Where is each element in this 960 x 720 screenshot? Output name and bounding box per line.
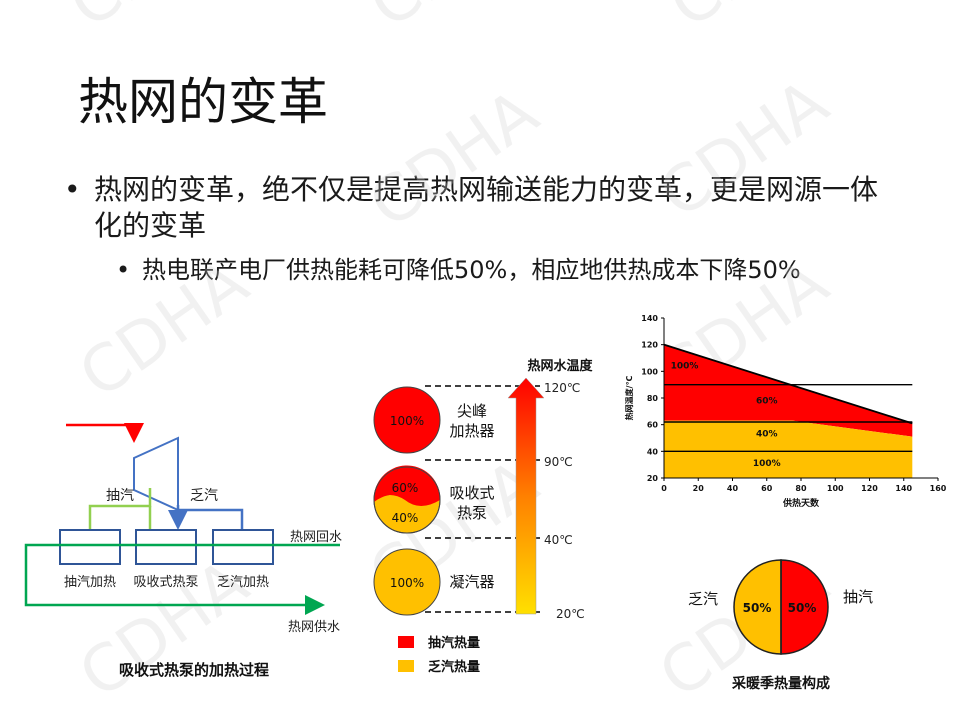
legend-label-extraction: 抽汽热量	[428, 635, 480, 651]
bullet-2-text: 热电联产电厂供热能耗可降低50%，相应地供热成本下降50%	[142, 256, 801, 284]
chart-y-tick-label: 40	[647, 447, 659, 456]
temp-label-120: 120℃	[544, 381, 580, 395]
chart-x-axis-label: 供热天数	[782, 497, 820, 509]
heat-pump-circle	[373, 465, 441, 534]
heat-pump-top-value: 60%	[392, 481, 419, 495]
water-loop-line	[24, 543, 340, 615]
chart-band-label: 60%	[756, 396, 778, 406]
heat-composition-pie: 50% 50% 乏汽 抽汽 采暖季热量构成	[688, 559, 873, 692]
pie-right-value: 50%	[788, 601, 817, 615]
pie-slice-exhaust	[733, 559, 782, 655]
bullet-dot: •	[64, 173, 81, 206]
exhaust-label: 乏汽	[190, 488, 218, 504]
chart-x-tick-label: 60	[761, 484, 773, 493]
heat-pump-name-1: 吸收式	[449, 484, 494, 502]
chart-x-tick-label: 100	[827, 484, 844, 493]
peak-heater-circle	[373, 386, 441, 454]
steam-inlet-line	[66, 423, 144, 443]
watermark: CDHA	[657, 0, 852, 43]
page-title: 热网的变革	[78, 73, 328, 131]
peak-heater-name-1: 尖峰	[457, 402, 487, 420]
heat-pump-box	[135, 529, 197, 565]
chart-x-tick-label: 160	[930, 484, 947, 493]
condenser-circle	[373, 548, 441, 616]
pie-slice-extraction	[780, 559, 829, 655]
chart-y-tick-label: 140	[641, 314, 658, 323]
chart-x-tick-label: 20	[693, 484, 705, 493]
chart-band-label: 100%	[671, 362, 699, 372]
temperature-arrow-icon	[507, 377, 545, 615]
chart-x-tick-label: 140	[895, 484, 912, 493]
chart-area-exhaust	[664, 420, 913, 478]
chart-band-label: 100%	[753, 459, 781, 469]
legend-swatch-extraction	[398, 636, 414, 648]
bullet-dot: •	[116, 256, 131, 284]
chart-y-tick-label: 100	[641, 367, 658, 376]
process-caption: 吸收式热泵的加热过程	[119, 661, 269, 679]
chart-x-tick-label: 0	[661, 484, 667, 493]
pie-caption: 采暖季热量构成	[731, 675, 830, 692]
condenser-name: 凝汽器	[449, 573, 494, 591]
watermark: CDHA	[67, 546, 262, 713]
chart-x-tick-label: 120	[861, 484, 878, 493]
chart-area-extraction	[664, 344, 913, 437]
supply-water-label: 热网供水	[288, 620, 340, 635]
temperature-stages: 100% 尖峰 加热器 60% 40% 吸收式 热泵 100% 凝汽器 热网水温…	[373, 358, 593, 675]
turbine-icon	[133, 436, 179, 512]
watermark: CDHA	[357, 76, 552, 243]
exhaust-heater-box	[212, 529, 274, 565]
peak-heater-value: 100%	[390, 414, 424, 428]
legend-label-exhaust: 乏汽热量	[428, 659, 480, 675]
heat-pump-bottom-value: 40%	[392, 511, 419, 525]
chart-band-label: 40%	[756, 430, 778, 440]
return-water-label: 热网回水	[290, 530, 342, 545]
extraction-label: 抽汽	[106, 488, 134, 504]
extraction-heater-box	[59, 529, 121, 565]
legend-swatch-exhaust	[398, 660, 414, 672]
chart-y-axis-label: 热网温度/℃	[624, 375, 634, 420]
watermark: CDHA	[357, 0, 552, 43]
pie-left-value: 50%	[743, 601, 772, 615]
chart-y-tick-label: 80	[647, 394, 659, 403]
watermark: CDHA	[67, 246, 262, 413]
chart-y-tick-label: 20	[647, 474, 659, 483]
pie-right-label: 抽汽	[843, 588, 873, 606]
temp-label-20: 20℃	[556, 607, 585, 621]
box-label-exhaust: 乏汽加热	[217, 575, 269, 590]
chart-x-tick-label: 80	[795, 484, 807, 493]
box-label-heat-pump: 吸收式热泵	[133, 575, 198, 590]
peak-heater-name-2: 加热器	[449, 422, 494, 440]
temperature-axis-title: 热网水温度	[527, 358, 593, 374]
extraction-line	[88, 488, 152, 530]
box-label-extraction: 抽汽加热	[64, 575, 116, 590]
heat-pump-name-2: 热泵	[457, 504, 487, 522]
watermark: CDHA	[647, 66, 842, 233]
chart-y-tick-label: 120	[641, 341, 658, 350]
temp-label-40: 40℃	[544, 533, 573, 547]
chart-y-tick-label: 60	[647, 421, 659, 430]
condenser-value: 100%	[390, 576, 424, 590]
chart-x-tick-label: 40	[727, 484, 739, 493]
pie-left-label: 乏汽	[688, 590, 718, 608]
temp-label-90: 90℃	[544, 455, 573, 469]
process-diagram: 抽汽 乏汽 热网回水 热网供水 抽汽加热 吸收式热泵 乏汽加热 吸收式热泵的加热…	[24, 423, 342, 679]
bullet-1-text: 热网的变革，绝不仅是提高热网输送能力的变革，更是网源一体化的变革	[94, 173, 879, 242]
watermark: CDHA	[57, 0, 252, 43]
exhaust-line	[178, 508, 244, 530]
